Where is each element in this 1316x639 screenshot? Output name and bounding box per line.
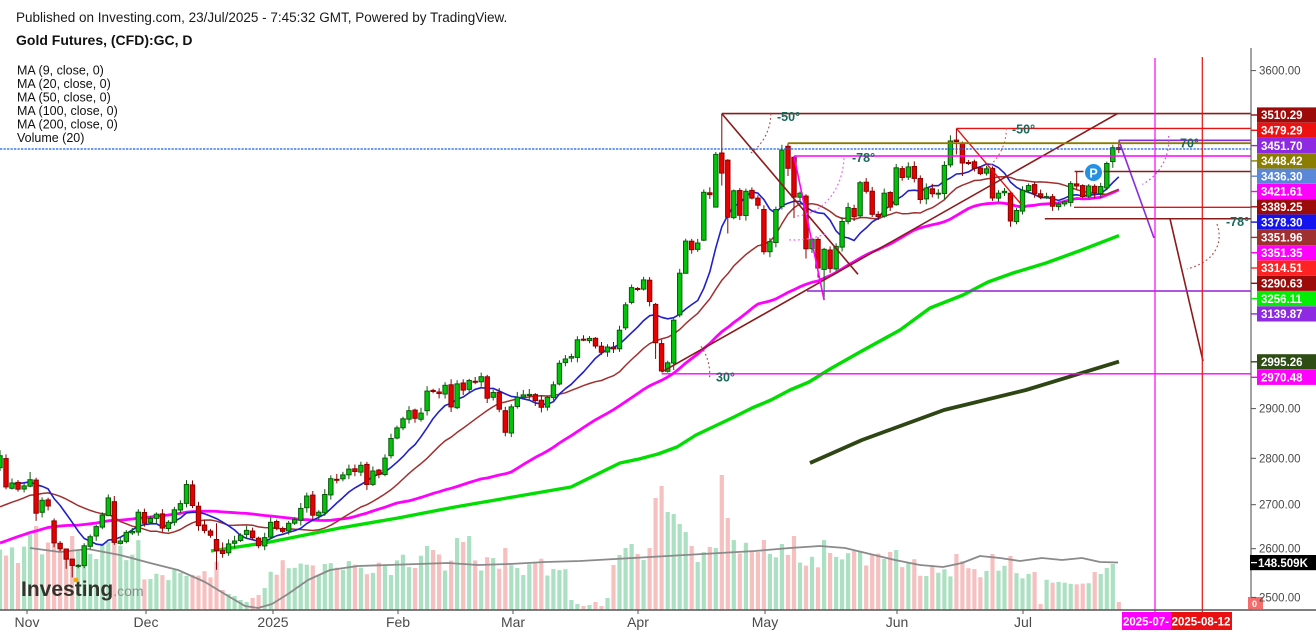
svg-text:P: P <box>1089 167 1097 181</box>
svg-text:3378.30: 3378.30 <box>1261 217 1303 229</box>
svg-text:Jul: Jul <box>1014 614 1032 630</box>
svg-text:2800.00: 2800.00 <box>1259 453 1301 465</box>
svg-text:3351.35: 3351.35 <box>1261 248 1303 260</box>
svg-text:2900.00: 2900.00 <box>1259 404 1301 416</box>
svg-text:Mar: Mar <box>501 614 525 630</box>
svg-text:3448.42: 3448.42 <box>1261 156 1303 168</box>
svg-text:3421.61: 3421.61 <box>1261 187 1303 199</box>
svg-text:MA (20, close, 0): MA (20, close, 0) <box>17 77 111 91</box>
svg-text:-50°: -50° <box>1012 123 1035 137</box>
svg-text:2700.00: 2700.00 <box>1259 500 1301 512</box>
svg-text:3290.63: 3290.63 <box>1261 279 1303 291</box>
svg-text:3139.87: 3139.87 <box>1261 309 1303 321</box>
svg-text:3451.70: 3451.70 <box>1261 141 1303 153</box>
svg-text:2025-07-: 2025-07- <box>1123 617 1169 629</box>
svg-text:Jun: Jun <box>886 614 909 630</box>
svg-text:Volume (20): Volume (20) <box>17 131 84 145</box>
svg-text:70°: 70° <box>1180 137 1199 151</box>
svg-text:MA (100, close, 0): MA (100, close, 0) <box>17 104 118 118</box>
svg-text:3256.11: 3256.11 <box>1261 294 1303 306</box>
svg-text:Gold Futures, (CFD):GC, D: Gold Futures, (CFD):GC, D <box>16 32 193 48</box>
svg-text:0: 0 <box>1252 599 1257 609</box>
svg-text:MA (200, close, 0): MA (200, close, 0) <box>17 118 118 132</box>
svg-text:MA (50, close, 0): MA (50, close, 0) <box>17 91 111 105</box>
svg-text:Published on Investing.com, 23: Published on Investing.com, 23/Jul/2025 … <box>16 10 507 25</box>
svg-text:Nov: Nov <box>15 614 40 630</box>
svg-text:-78°: -78° <box>852 151 875 165</box>
svg-text:2500.00: 2500.00 <box>1259 592 1301 604</box>
svg-text:2600.00: 2600.00 <box>1259 544 1301 556</box>
svg-text:148.509K: 148.509K <box>1258 558 1309 570</box>
svg-text:3479.29: 3479.29 <box>1261 126 1303 138</box>
svg-text:2970.48: 2970.48 <box>1261 373 1303 385</box>
svg-text:3389.25: 3389.25 <box>1261 202 1303 214</box>
svg-text:Dec: Dec <box>134 614 159 630</box>
svg-text:2025: 2025 <box>257 614 288 630</box>
svg-text:3600.00: 3600.00 <box>1259 66 1301 78</box>
svg-text:30°: 30° <box>716 371 735 385</box>
svg-text:3351.96: 3351.96 <box>1261 233 1303 245</box>
svg-text:2025-08-12: 2025-08-12 <box>1172 617 1231 629</box>
svg-text:3314.51: 3314.51 <box>1261 263 1303 275</box>
svg-text:Feb: Feb <box>386 614 410 630</box>
svg-text:Apr: Apr <box>627 614 649 630</box>
svg-text:May: May <box>752 614 778 630</box>
svg-text:Investing.com: Investing.com <box>21 578 144 601</box>
svg-text:2995.26: 2995.26 <box>1261 357 1303 369</box>
svg-text:3436.30: 3436.30 <box>1261 171 1303 183</box>
svg-text:-78°: -78° <box>1226 215 1249 229</box>
svg-text:-50°: -50° <box>777 110 800 124</box>
svg-text:MA (9, close, 0): MA (9, close, 0) <box>17 64 104 78</box>
svg-text:3510.29: 3510.29 <box>1261 110 1303 122</box>
